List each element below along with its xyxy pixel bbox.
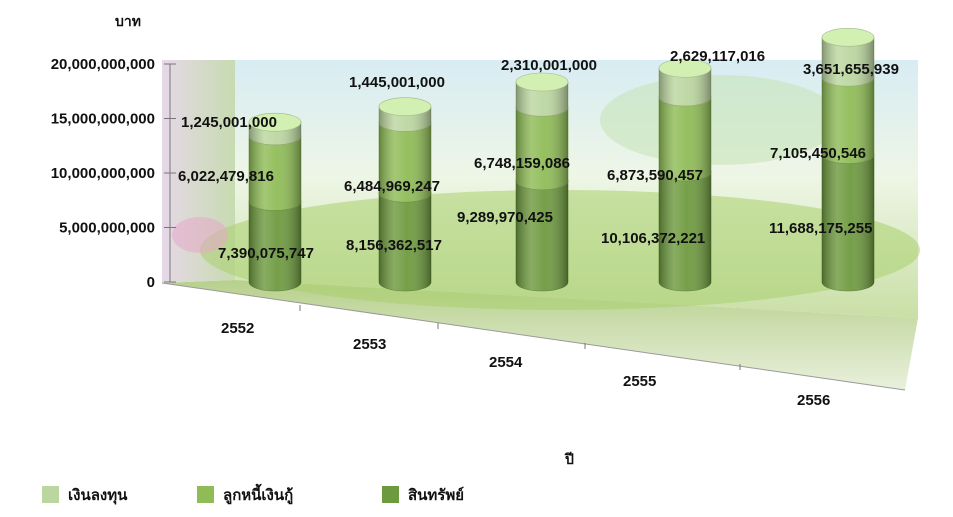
- x-axis: 2552 2553 2554 2555 2556: [221, 305, 830, 409]
- bar-segment-shading: [659, 68, 711, 106]
- data-label: 7,390,075,747: [218, 245, 314, 262]
- data-label: 7,105,450,546: [770, 145, 866, 162]
- legend: เงินลงทุน ลูกหนี้เงินกู้ สินทรัพย์: [42, 483, 464, 505]
- y-tick-label: 0: [147, 274, 155, 291]
- bar-segment-shading: [822, 37, 874, 87]
- bar-segment-top: [515, 72, 569, 92]
- data-label: 8,156,362,517: [346, 237, 442, 254]
- bar-segment-shading: [249, 201, 301, 291]
- legend-item: เงินลงทุน: [42, 486, 128, 505]
- data-label: 9,289,970,425: [457, 209, 553, 226]
- legend-label: ลูกหนี้เงินกู้: [223, 483, 293, 505]
- bar-segment-shading: [822, 154, 874, 291]
- bar-segment-shading: [379, 122, 431, 203]
- bar-stack-2554: [515, 72, 569, 292]
- x-tick-label: 2555: [623, 373, 656, 390]
- y-tick-label: 20,000,000,000: [51, 56, 155, 73]
- data-label: 10,106,372,221: [601, 230, 705, 247]
- bar-segment-shading: [659, 96, 711, 181]
- bar-stack-2556: [821, 28, 875, 292]
- y-tick-label: 15,000,000,000: [51, 111, 155, 128]
- data-label: 1,445,001,000: [349, 74, 445, 91]
- x-tick-label: 2554: [489, 354, 523, 371]
- x-tick-label: 2552: [221, 320, 254, 337]
- bars-layer: [248, 28, 875, 292]
- legend-item: ลูกหนี้เงินกู้: [197, 483, 293, 505]
- x-axis-title: ปี: [564, 452, 574, 468]
- legend-swatch: [42, 486, 59, 503]
- bar-stack-2555: [658, 58, 712, 292]
- data-label: 2,310,001,000: [501, 57, 597, 74]
- backdrop-flower: [172, 217, 228, 253]
- bar-segment-top: [658, 58, 712, 78]
- y-axis: 0 5,000,000,000 10,000,000,000 15,000,000,0…: [51, 56, 176, 291]
- floor-plane: [162, 280, 918, 390]
- legend-label: สินทรัพย์: [408, 486, 464, 504]
- bar-stack-2552: [248, 112, 302, 292]
- bar-segment-shading: [379, 193, 431, 291]
- bar-segment-top: [248, 112, 302, 132]
- floor-front-edge: [161, 282, 906, 391]
- data-label: 6,873,590,457: [607, 167, 703, 184]
- x-tick-label: 2556: [797, 392, 830, 409]
- bar-segment-shading: [516, 107, 568, 190]
- bar-segment-shading: [249, 135, 301, 211]
- data-label: 3,651,655,939: [803, 61, 899, 78]
- data-label: 2,629,117,016: [670, 48, 765, 65]
- data-label: 6,022,479,816: [178, 168, 274, 185]
- bar-segment-shading: [822, 77, 874, 164]
- bar-stack-2553: [378, 97, 432, 292]
- bar-segment-shading: [516, 180, 568, 291]
- legend-swatch: [197, 486, 214, 503]
- data-label: 1,245,001,000: [181, 114, 277, 131]
- data-label: 6,484,969,247: [344, 178, 440, 195]
- data-label: 6,748,159,086: [474, 155, 570, 172]
- x-tick-label: 2553: [353, 336, 386, 353]
- legend-item: สินทรัพย์: [382, 486, 464, 504]
- bar-segment-top: [378, 97, 432, 116]
- data-labels-layer: 7,390,075,747 6,022,479,816 1,245,001,000 8…: [178, 48, 899, 262]
- y-tick-label: 10,000,000,000: [51, 165, 155, 182]
- legend-swatch: [382, 486, 399, 503]
- legend-label: เงินลงทุน: [68, 486, 128, 505]
- bar-segment-shading: [659, 171, 711, 291]
- y-tick-label: 5,000,000,000: [59, 220, 155, 237]
- bar-segment-shading: [516, 82, 568, 117]
- data-label: 11,688,175,255: [769, 220, 872, 237]
- bar-segment-top: [821, 28, 875, 47]
- y-axis-title: บาท: [115, 14, 141, 30]
